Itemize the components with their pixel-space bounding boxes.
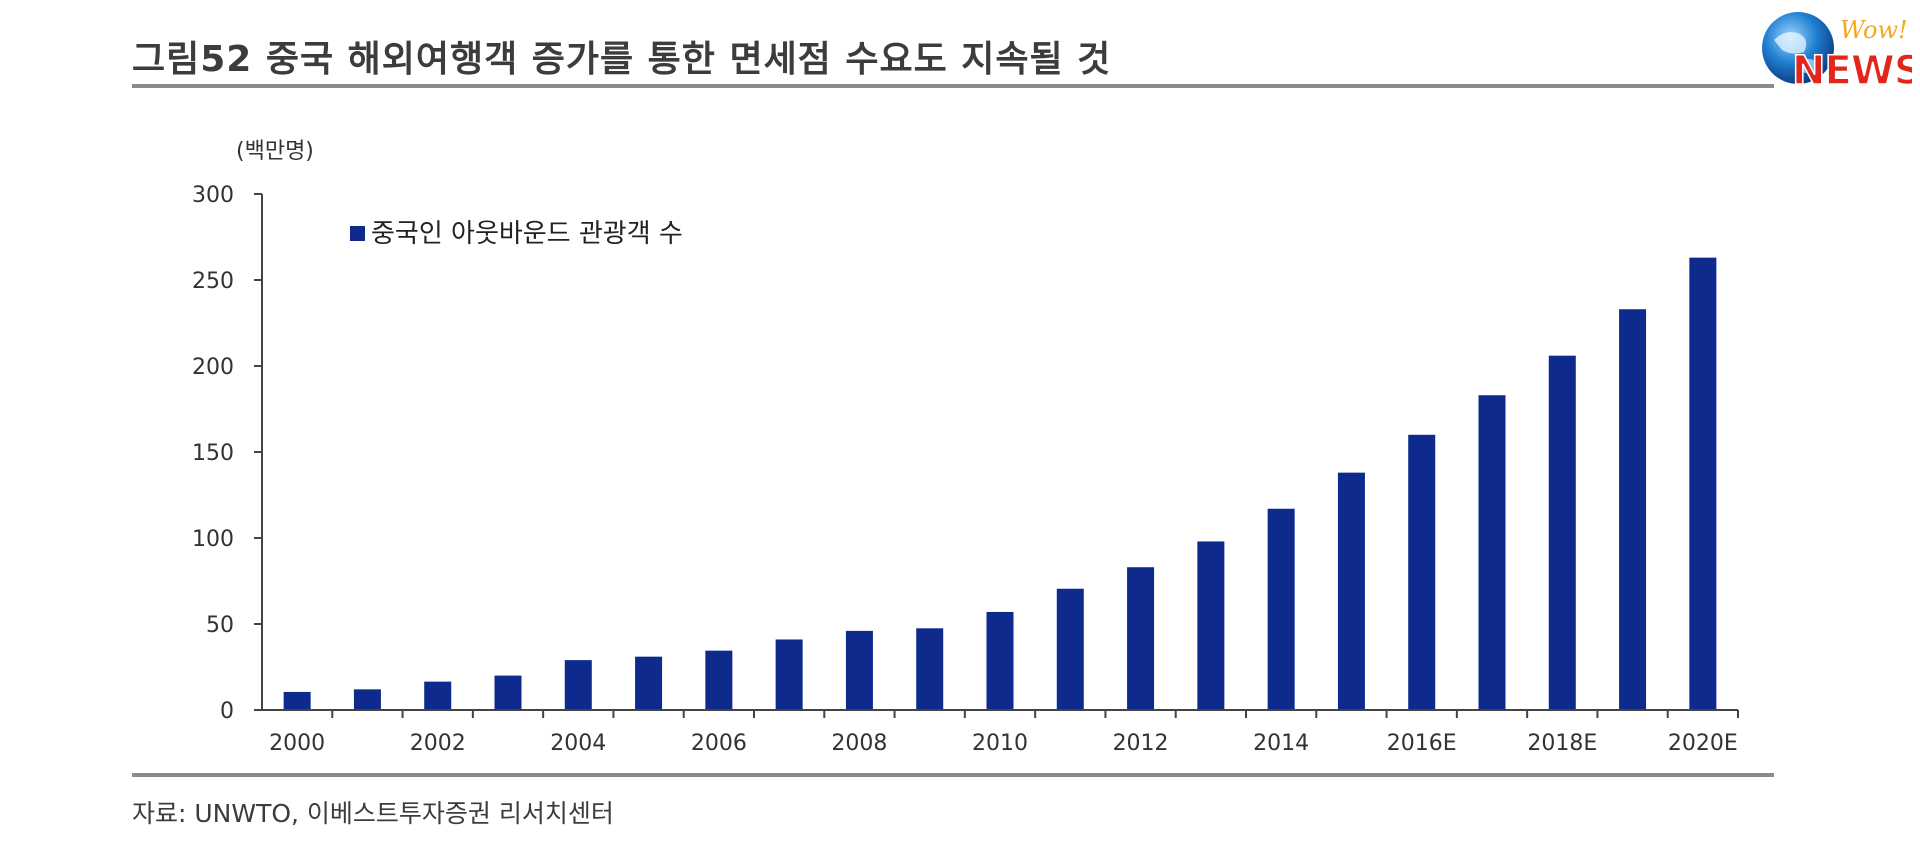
bar-series: [283, 257, 1717, 710]
legend: 중국인 아웃바운드 관광객 수: [350, 219, 683, 249]
x-tick-label: 2006: [691, 731, 747, 756]
bar-2000: [283, 691, 311, 710]
bar-2001: [353, 689, 381, 710]
x-tick-label: 2012: [1113, 731, 1169, 756]
x-tick-label: 2000: [269, 731, 325, 756]
bar-2002: [424, 681, 452, 710]
x-tick-label: 2004: [550, 731, 606, 756]
bar-2004: [564, 660, 592, 710]
x-tick-label: 2010: [972, 731, 1028, 756]
bar-2007: [775, 639, 803, 710]
bar-2008: [845, 630, 873, 710]
bar-2005: [635, 656, 663, 710]
source-note: 자료: UNWTO, 이베스트투자증권 리서치센터: [132, 799, 614, 828]
bar-2014: [1267, 508, 1295, 710]
bar-2016E: [1408, 434, 1436, 710]
title-divider: [132, 84, 1774, 88]
bar-2017E: [1478, 395, 1506, 710]
bar-2019E: [1619, 309, 1647, 710]
y-tick-label: 200: [192, 355, 234, 380]
logo-wow-text: Wow!: [1840, 16, 1908, 44]
bar-2006: [705, 650, 733, 710]
bar-2011: [1056, 588, 1084, 710]
figure-title: 그림52 중국 해외여행객 증가를 통한 면세점 수요도 지속될 것: [132, 39, 1112, 80]
y-tick-label: 300: [192, 183, 234, 208]
legend-label: 중국인 아웃바운드 관광객 수: [371, 219, 683, 249]
x-tick-label: 2016E: [1387, 731, 1457, 756]
y-tick-label: 150: [192, 441, 234, 466]
y-axis-unit-label: (백만명): [236, 139, 314, 164]
x-tick-label: 2008: [831, 731, 887, 756]
y-tick-label: 250: [192, 269, 234, 294]
bar-2013: [1197, 541, 1225, 710]
x-tick-label: 2014: [1253, 731, 1309, 756]
bar-2012: [1127, 567, 1155, 710]
x-tick-label: 2020E: [1668, 731, 1738, 756]
y-tick-label: 100: [192, 527, 234, 552]
x-tick-label: 2002: [410, 731, 466, 756]
bar-2020E: [1689, 257, 1717, 710]
bar-2015: [1337, 472, 1365, 710]
logo-news-text: NEWS: [1792, 48, 1912, 92]
bar-2009: [916, 628, 944, 710]
y-tick-label: 50: [206, 613, 234, 638]
x-axis-ticks: 2000 2002 2004 2006 2008 2010 2012 2014 2016E 201…: [269, 710, 1739, 756]
wow-news-logo: Wow! NEWS: [1762, 12, 1912, 92]
x-tick-label: 2018E: [1527, 731, 1597, 756]
bar-2010: [986, 611, 1014, 710]
footer-divider: [132, 773, 1774, 777]
bar-2018E: [1548, 355, 1576, 710]
y-axis-ticks: 0 50 100 150 200 250 300: [192, 183, 262, 724]
y-tick-label: 0: [220, 699, 234, 724]
legend-swatch: [350, 226, 365, 241]
bar-2003: [494, 675, 522, 710]
